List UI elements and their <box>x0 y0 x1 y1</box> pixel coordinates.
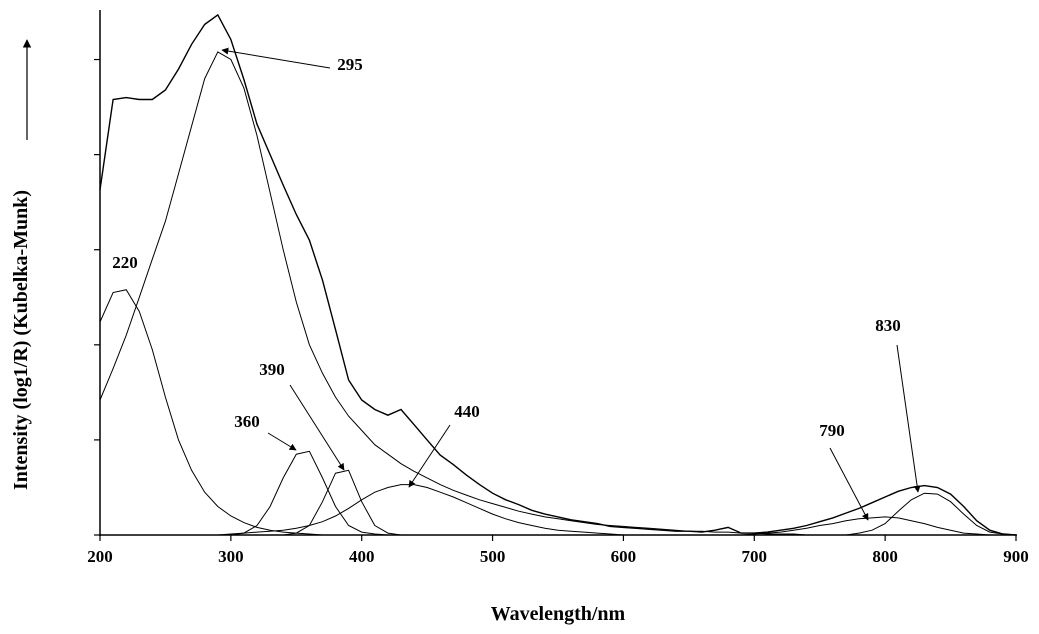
x-axis-label: Wavelength/nm <box>491 603 626 625</box>
x-tick-label: 500 <box>480 547 506 566</box>
annotation: 830 <box>875 316 901 335</box>
x-tick-label: 600 <box>611 547 637 566</box>
annotation-arrow <box>896 344 921 493</box>
x-tick-label: 400 <box>349 547 375 566</box>
annotation-arrow <box>289 384 345 471</box>
series-line <box>99 51 1016 536</box>
annotation: 295 <box>337 55 363 74</box>
series-line <box>100 450 1016 536</box>
series-line <box>100 484 1016 536</box>
annotation: 440 <box>454 402 480 421</box>
x-tick-label: 300 <box>218 547 244 566</box>
annotation: 220 <box>112 253 138 272</box>
annotation: 360 <box>234 412 260 431</box>
annotation-arrow <box>221 47 331 69</box>
y-axis-label: Intensity (log1/R) (Kubelka-Munk) <box>10 190 32 490</box>
x-tick-label: 200 <box>87 547 113 566</box>
x-tick-label: 700 <box>742 547 768 566</box>
annotation-arrow <box>408 424 451 488</box>
series-line <box>100 492 1017 536</box>
series-line <box>100 469 1016 536</box>
annotation-arrow <box>829 447 869 521</box>
x-tick-label: 800 <box>872 547 898 566</box>
x-tick-label: 900 <box>1003 547 1029 566</box>
annotation-arrow <box>267 432 297 451</box>
series-line <box>99 13 1017 536</box>
annotation: 390 <box>259 360 285 379</box>
annotation: 790 <box>819 421 845 440</box>
